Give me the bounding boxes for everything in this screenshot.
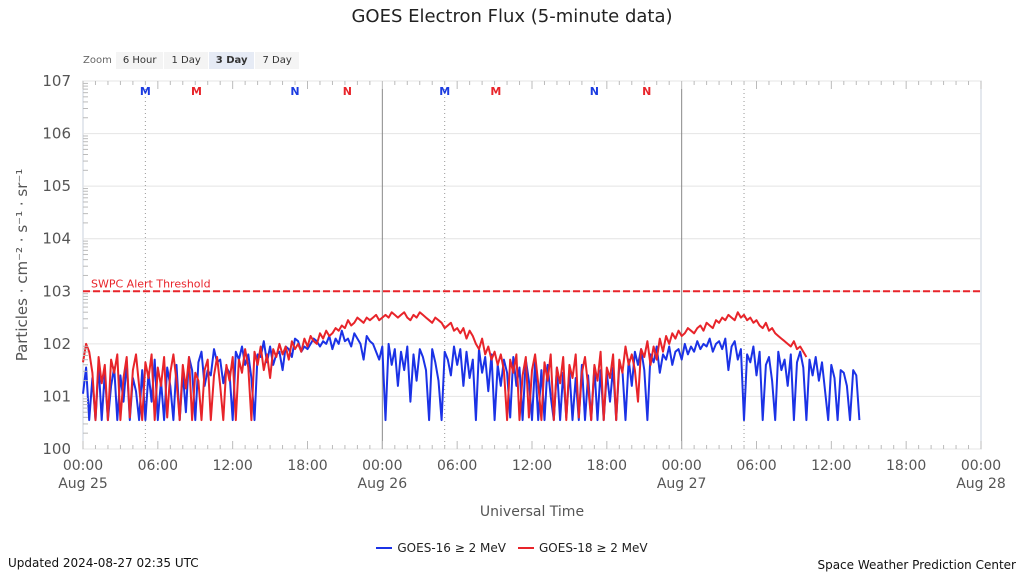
zoom-1-day-button[interactable]: 1 Day <box>164 51 208 69</box>
y-tick-label: 103 <box>42 282 71 300</box>
y-tick-label: 104 <box>42 230 71 248</box>
x-date-label: Aug 27 <box>657 476 707 492</box>
x-date-label: Aug 26 <box>358 476 408 492</box>
x-tick-label: 18:00 <box>587 458 627 474</box>
x-tick-label: 00:00 <box>661 458 701 474</box>
zoom-controls: Zoom 6 Hour 1 Day 3 Day 7 Day <box>83 50 300 70</box>
grid-layer <box>82 80 982 450</box>
x-tick-label: 06:00 <box>138 458 178 474</box>
y-tick-label: 100 <box>42 440 71 458</box>
orbit-marker: N <box>642 85 651 98</box>
legend-item-goes16[interactable]: GOES-16 ≥ 2 MeV <box>376 541 506 555</box>
updated-timestamp: Updated 2024-08-27 02:35 UTC <box>8 556 199 570</box>
x-tick-label: 12:00 <box>811 458 851 474</box>
x-tick-label: 00:00 <box>961 458 1001 474</box>
x-tick-label: 12:00 <box>512 458 552 474</box>
y-tick-label: 105 <box>42 177 71 195</box>
legend-swatch-goes18 <box>518 547 534 549</box>
orbit-marker: M <box>439 85 450 98</box>
orbit-marker: N <box>590 85 599 98</box>
x-date-label: Aug 25 <box>58 476 108 492</box>
legend: GOES-16 ≥ 2 MeV GOES-18 ≥ 2 MeV <box>0 541 1024 555</box>
zoom-6-hour-button[interactable]: 6 Hour <box>115 51 164 69</box>
orbit-marker: N <box>343 85 352 98</box>
zoom-label: Zoom <box>83 54 112 66</box>
threshold-layer: SWPC Alert Threshold <box>83 277 981 293</box>
orbit-marker: M <box>490 85 501 98</box>
y-tick-label: 102 <box>42 335 71 353</box>
axis-layer: 100 101 102 103 104 105 106 107 00:00 Aug 25 06:00… <box>42 72 1005 492</box>
y-axis-label: Particles · cm⁻² · s⁻¹ · sr⁻¹ <box>13 169 31 362</box>
orbit-marker: N <box>290 85 299 98</box>
legend-label-goes16: GOES-16 ≥ 2 MeV <box>397 541 506 555</box>
x-tick-label: 18:00 <box>886 458 926 474</box>
credit-text: Space Weather Prediction Center <box>817 558 1016 572</box>
zoom-7-day-button[interactable]: 7 Day <box>255 51 299 69</box>
orbit-marker: M <box>191 85 202 98</box>
x-tick-label: 00:00 <box>362 458 402 474</box>
series-line-goes18 <box>82 311 808 422</box>
zoom-3-day-button[interactable]: 3 Day <box>208 51 255 69</box>
series-line-goes16 <box>82 329 861 422</box>
x-tick-label: 18:00 <box>287 458 327 474</box>
y-tick-label: 106 <box>42 125 71 143</box>
legend-swatch-goes16 <box>376 547 393 549</box>
x-axis-label: Universal Time <box>480 504 584 520</box>
series-layer <box>82 311 861 422</box>
vertical-lines-layer <box>144 89 745 449</box>
x-tick-label: 06:00 <box>437 458 477 474</box>
legend-label-goes18: GOES-18 ≥ 2 MeV <box>539 541 648 555</box>
x-tick-label: 12:00 <box>212 458 252 474</box>
x-tick-label: 00:00 <box>63 458 103 474</box>
y-tick-label: 101 <box>42 387 71 405</box>
threshold-label: SWPC Alert Threshold <box>91 277 211 290</box>
legend-item-goes18[interactable]: GOES-18 ≥ 2 MeV <box>518 541 648 555</box>
x-tick-label: 06:00 <box>736 458 776 474</box>
y-tick-label: 107 <box>42 72 71 90</box>
x-date-label: Aug 28 <box>956 476 1006 492</box>
plot-area-border <box>82 80 982 450</box>
chart-title: GOES Electron Flux (5-minute data) <box>351 6 673 27</box>
orbit-marker: M <box>140 85 151 98</box>
